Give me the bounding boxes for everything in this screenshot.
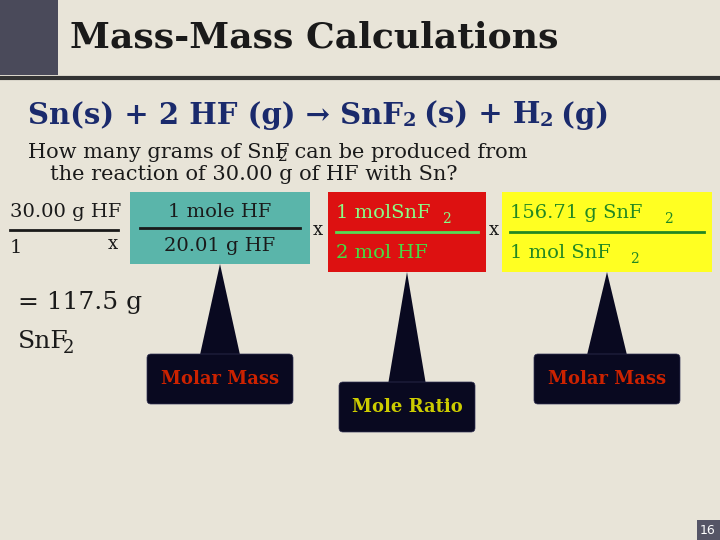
Text: 1: 1: [10, 239, 22, 257]
Bar: [328, 192, 486, 272]
Text: 2: 2: [442, 212, 451, 226]
Text: Molar Mass: Molar Mass: [548, 370, 666, 388]
Text: Sn(s) + 2 HF (g) → SnF: Sn(s) + 2 HF (g) → SnF: [28, 100, 403, 130]
Text: 1 molSnF: 1 molSnF: [336, 204, 431, 222]
Text: How many grams of SnF: How many grams of SnF: [28, 143, 289, 161]
Text: 2: 2: [664, 212, 672, 226]
Text: x: x: [108, 235, 118, 253]
Text: x: x: [313, 221, 323, 239]
Text: can be produced from: can be produced from: [288, 143, 528, 161]
Text: 1 mol SnF: 1 mol SnF: [510, 244, 611, 262]
Text: 2: 2: [403, 112, 416, 130]
Text: x: x: [489, 221, 499, 239]
Text: 156.71 g SnF: 156.71 g SnF: [510, 204, 642, 222]
Text: (g): (g): [551, 100, 609, 130]
Text: 2: 2: [630, 252, 639, 266]
Text: 16: 16: [700, 523, 716, 537]
Text: 1 mole HF: 1 mole HF: [168, 203, 271, 221]
Bar: [0, 0, 58, 75]
Text: SnF: SnF: [18, 330, 68, 354]
Text: 20.01 g HF: 20.01 g HF: [164, 237, 276, 255]
Text: 2: 2: [540, 112, 554, 130]
Text: 2: 2: [278, 150, 288, 164]
Text: 2: 2: [63, 339, 74, 357]
Text: = 117.5 g: = 117.5 g: [18, 291, 142, 314]
Text: the reaction of 30.00 g of HF with Sn?: the reaction of 30.00 g of HF with Sn?: [50, 165, 457, 185]
FancyBboxPatch shape: [147, 354, 293, 404]
Polygon shape: [199, 264, 240, 358]
Bar: [697, 520, 720, 540]
Text: 30.00 g HF: 30.00 g HF: [10, 203, 122, 221]
Bar: [130, 192, 310, 264]
Polygon shape: [388, 272, 426, 386]
FancyBboxPatch shape: [534, 354, 680, 404]
Text: Mole Ratio: Mole Ratio: [351, 398, 462, 416]
Text: 2 mol HF: 2 mol HF: [336, 244, 428, 262]
Bar: [502, 192, 712, 272]
Polygon shape: [586, 272, 628, 358]
Text: Molar Mass: Molar Mass: [161, 370, 279, 388]
Text: Mass-Mass Calculations: Mass-Mass Calculations: [70, 21, 559, 55]
FancyBboxPatch shape: [339, 382, 475, 432]
Text: (s) + H: (s) + H: [414, 100, 540, 130]
